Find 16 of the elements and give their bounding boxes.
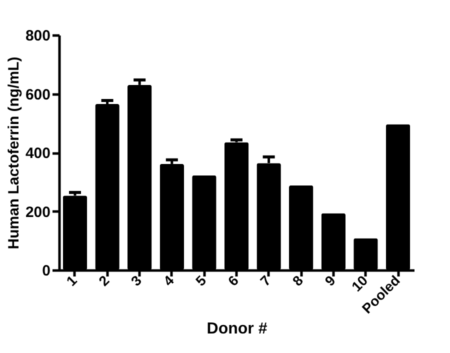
x-tick-label: 6 (224, 272, 242, 289)
y-tick-label: 0 (42, 262, 50, 280)
y-tick-label: 200 (25, 204, 50, 221)
x-axis-title: Donor # (206, 320, 268, 338)
y-axis-title: Human Lactoferrin (ng/mL) (5, 56, 22, 250)
x-tick-label: 3 (128, 272, 145, 289)
y-tick-label: 800 (25, 28, 50, 44)
x-tick-label: 2 (95, 272, 112, 289)
x-tick-label: 9 (322, 272, 338, 289)
x-tick-label: 5 (192, 272, 210, 289)
x-tick-label: 1 (63, 272, 80, 289)
x-tick-label: 4 (160, 272, 177, 289)
y-tick-label: 400 (25, 145, 50, 162)
y-tick-label: 600 (25, 86, 50, 104)
x-tick-label: 8 (289, 272, 306, 289)
x-tick-label: 7 (256, 272, 274, 289)
